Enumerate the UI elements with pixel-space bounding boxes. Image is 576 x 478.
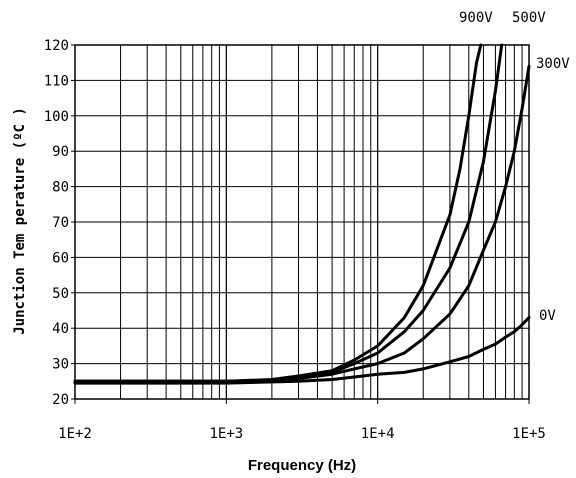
y-tick-labels: 20 30 40 50 60 70 80 90 100 110 120 <box>44 38 75 408</box>
y-tick-label: 100 <box>44 109 69 125</box>
y-tick-label: 120 <box>44 38 69 54</box>
y-tick-label: 30 <box>52 357 69 373</box>
x-axis-label: Frequency (Hz) <box>248 457 356 474</box>
series-label-300v: 300V <box>536 56 570 72</box>
y-tick-label: 60 <box>52 250 69 266</box>
series-line-0v <box>73 316 531 385</box>
y-axis-label: Junction Tem perature (ºC ) <box>12 107 28 335</box>
y-tick-label: 80 <box>52 180 69 196</box>
series-line-300v <box>73 64 531 383</box>
plot-grid <box>74 44 530 400</box>
x-tick-labels: 1E+2 1E+3 1E+4 1E+5 <box>58 399 546 442</box>
x-tick-label: 1E+5 <box>512 426 546 442</box>
y-tick-label: 40 <box>52 321 69 337</box>
series-label-500v: 500V <box>512 10 546 26</box>
series-lines <box>73 43 531 385</box>
y-tick-label: 110 <box>44 73 69 89</box>
series-line-900v <box>73 43 483 383</box>
y-tick-label: 70 <box>52 215 69 231</box>
y-tick-label: 20 <box>52 392 69 408</box>
x-tick-label: 1E+4 <box>361 426 395 442</box>
series-label-0v: 0V <box>539 308 556 324</box>
x-tick-label: 1E+2 <box>58 426 92 442</box>
x-tick-label: 1E+3 <box>209 426 243 442</box>
series-labels: 900V 500V 300V 0V <box>459 10 570 324</box>
series-line-500v <box>73 43 504 383</box>
y-tick-label: 50 <box>52 286 69 302</box>
y-tick-label: 90 <box>52 144 69 160</box>
series-label-900v: 900V <box>459 10 493 26</box>
